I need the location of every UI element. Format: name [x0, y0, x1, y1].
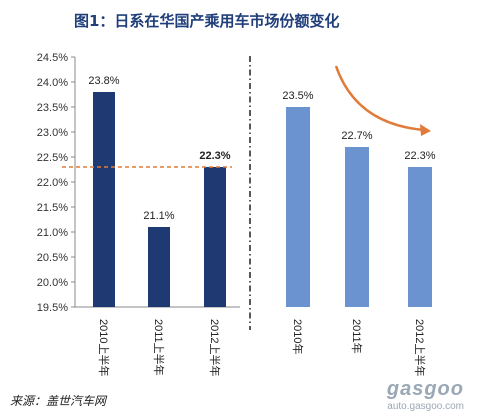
watermark: gasgoo auto.gasgoo.com: [387, 378, 464, 412]
x-tick-label: 2010上半年: [97, 319, 111, 376]
source-note: 来源：盖世汽车网: [10, 394, 107, 408]
data-label: 22.7%: [341, 130, 372, 142]
y-tick-label: 24.0%: [37, 77, 68, 89]
data-label: 23.8%: [88, 75, 119, 87]
x-tick-label: 2010年: [291, 319, 305, 354]
trend-arrow-head: [420, 124, 431, 136]
data-label: 21.1%: [143, 210, 174, 222]
trend-arrow: [334, 65, 431, 136]
y-tick-label: 24.5%: [37, 52, 68, 64]
y-tick-label: 22.5%: [37, 152, 68, 164]
x-tick-label: 2011上半年: [152, 319, 166, 376]
y-tick-label: 20.5%: [37, 252, 68, 264]
bar: [286, 107, 310, 307]
y-tick-label: 23.5%: [37, 102, 68, 114]
left-bars: 23.8% 2010上半年 21.1% 2011上半年 22.3% 2012上半年: [62, 75, 232, 376]
bar: [408, 167, 432, 307]
y-tick-label: 20.0%: [37, 277, 68, 289]
right-bars: 23.5% 2010年 22.7% 2011年 22.3% 2012上半年: [282, 90, 435, 376]
bar: [204, 167, 226, 307]
y-tick-label: 21.5%: [37, 202, 68, 214]
x-tick-label: 2012上半年: [208, 319, 222, 376]
y-tick-label: 22.0%: [37, 177, 68, 189]
bar: [93, 92, 115, 307]
bar: [345, 147, 369, 307]
watermark-url: auto.gasgoo.com: [387, 401, 464, 412]
y-tick-label: 23.0%: [37, 127, 68, 139]
x-tick-label: 2011年: [350, 319, 364, 354]
chart-title: 图1：日系在华国产乘用车市场份额变化: [74, 12, 340, 30]
left-y-axis: 19.5% 20.0% 20.5% 21.0% 21.5% 22.0% 22.5% 23.0%…: [37, 52, 240, 314]
bar: [148, 227, 170, 307]
x-tick-label: 2012上半年: [413, 319, 427, 376]
data-label: 23.5%: [282, 90, 313, 102]
y-tick-label: 21.0%: [37, 227, 68, 239]
data-label: 22.3%: [199, 150, 230, 162]
trend-arrow-curve: [334, 65, 425, 132]
y-tick-label: 19.5%: [37, 302, 68, 314]
watermark-logo: gasgoo: [386, 378, 464, 400]
data-label: 22.3%: [404, 150, 435, 162]
